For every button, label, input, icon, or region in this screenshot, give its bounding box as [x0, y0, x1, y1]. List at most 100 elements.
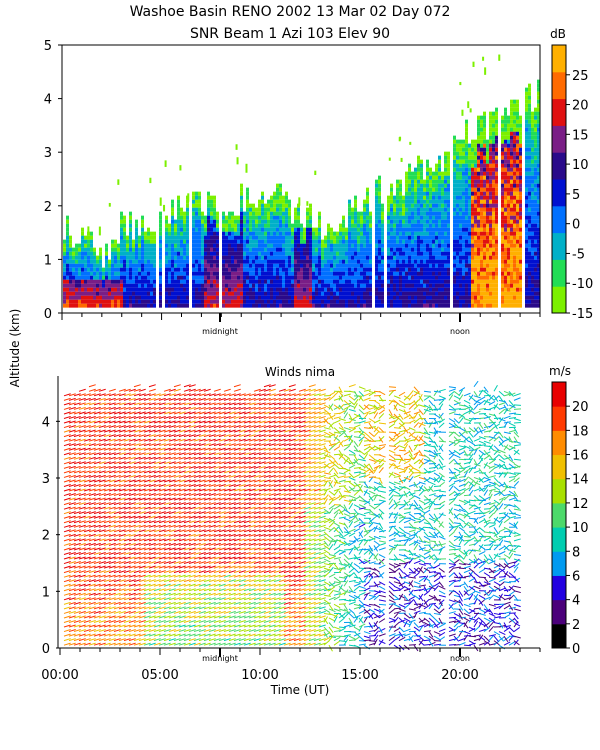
snr-cell: [471, 291, 474, 296]
snr-cell: [339, 295, 342, 300]
snr-cell: [531, 159, 534, 164]
snr-cell: [447, 151, 450, 156]
snr-cell: [447, 243, 450, 248]
snr-cell: [222, 263, 225, 268]
snr-cell: [534, 235, 537, 240]
snr-cell: [276, 259, 279, 264]
snr-speck: [117, 179, 120, 185]
snr-cell: [213, 247, 216, 252]
snr-cell: [318, 295, 321, 300]
wind-barb: [78, 619, 86, 623]
wind-barb: [78, 393, 86, 397]
snr-cell: [174, 279, 177, 284]
snr-cell: [519, 287, 522, 292]
snr-cell: [453, 279, 456, 284]
snr-cell: [147, 259, 150, 264]
snr-cell: [363, 275, 366, 280]
snr-cell: [318, 275, 321, 280]
snr-cell: [441, 199, 444, 204]
snr-cell: [534, 167, 537, 172]
wind-barb: [73, 610, 81, 614]
snr-cell: [537, 227, 540, 232]
snr-cell: [297, 251, 300, 256]
snr-colorbar-cell: [552, 232, 566, 260]
wind-barb: [93, 574, 101, 578]
snr-cell: [255, 223, 258, 228]
snr-cell: [300, 275, 303, 280]
snr-cell: [510, 239, 513, 244]
snr-cell: [81, 271, 84, 276]
wind-barb: [88, 411, 96, 415]
snr-cell: [489, 187, 492, 192]
snr-cell: [336, 263, 339, 268]
snr-cell: [408, 211, 411, 216]
snr-cell: [414, 187, 417, 192]
snr-cell: [339, 259, 342, 264]
snr-cell: [291, 271, 294, 276]
snr-cell: [174, 291, 177, 296]
snr-cell: [381, 259, 384, 264]
snr-cell: [288, 231, 291, 236]
snr-cell: [486, 219, 489, 224]
snr-cell: [267, 247, 270, 252]
snr-cell: [282, 211, 285, 216]
wind-barb: [93, 642, 101, 646]
snr-cell: [231, 251, 234, 256]
snr-cell: [366, 295, 369, 300]
wind-barb: [63, 406, 71, 410]
snr-cell: [75, 303, 78, 308]
snr-cell: [399, 179, 402, 184]
snr-cell: [513, 263, 516, 268]
snr-cell: [132, 287, 135, 292]
snr-cell: [387, 211, 390, 216]
snr-cell: [69, 275, 72, 280]
snr-cell: [411, 287, 414, 292]
snr-cell: [171, 211, 174, 216]
snr-cell: [366, 231, 369, 236]
snr-cell: [198, 287, 201, 292]
wind-barb: [98, 533, 106, 537]
snr-cell: [306, 259, 309, 264]
snr-cell: [180, 279, 183, 284]
snr-cell: [342, 271, 345, 276]
snr-cell: [414, 291, 417, 296]
wind-barb: [78, 388, 86, 392]
snr-cell: [459, 147, 462, 152]
snr-cell: [534, 163, 537, 168]
snr-cell: [501, 303, 504, 308]
snr-cell: [480, 247, 483, 252]
snr-cell: [528, 107, 531, 112]
snr-cell: [468, 207, 471, 212]
snr-cell: [165, 215, 168, 220]
snr-cell: [516, 271, 519, 276]
snr-cell: [105, 283, 108, 288]
snr-cell: [369, 303, 372, 308]
snr-cell: [270, 223, 273, 228]
snr-cell: [210, 215, 213, 220]
snr-cell: [234, 247, 237, 252]
snr-cell: [378, 243, 381, 248]
snr-cell: [222, 279, 225, 284]
snr-cell: [537, 263, 540, 268]
snr-cell: [396, 199, 399, 204]
snr-cell: [354, 247, 357, 252]
snr-cell: [462, 291, 465, 296]
wind-barb: [78, 574, 86, 578]
snr-cell: [438, 243, 441, 248]
snr-cell: [69, 287, 72, 292]
snr-cell: [291, 247, 294, 252]
snr-cell: [402, 251, 405, 256]
snr-cell: [414, 179, 417, 184]
snr-cell: [444, 279, 447, 284]
snr-cell: [474, 303, 477, 308]
wind-barb: [93, 638, 101, 642]
snr-cell: [495, 303, 498, 308]
snr-cell: [90, 247, 93, 252]
snr-cell: [399, 291, 402, 296]
snr-cell: [513, 275, 516, 280]
snr-cell: [348, 255, 351, 260]
snr-cell: [207, 271, 210, 276]
snr-cell: [87, 303, 90, 308]
snr-cell: [216, 223, 219, 228]
snr-cell: [423, 179, 426, 184]
